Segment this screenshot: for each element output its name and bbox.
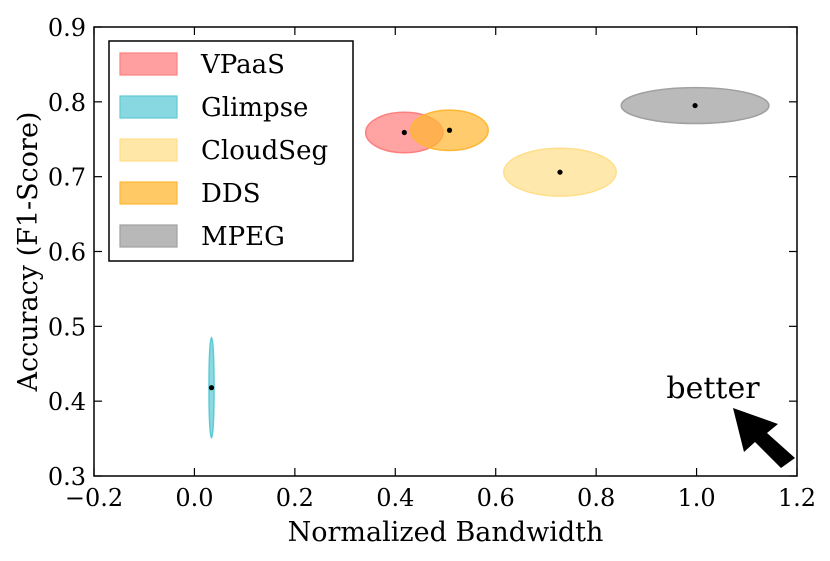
y-tick-label: 0.4 bbox=[48, 388, 86, 416]
legend: VPaaS Glimpse CloudSeg DDS MPEG bbox=[108, 40, 354, 262]
y-tick-label: 0.7 bbox=[48, 164, 86, 192]
point-vpaas bbox=[401, 129, 407, 136]
y-tick-label: 0.6 bbox=[48, 239, 86, 267]
x-tick-label: 0.2 bbox=[276, 484, 314, 512]
legend-swatch-glimpse bbox=[119, 95, 178, 119]
y-axis-label: Accuracy (F1-Score) bbox=[13, 112, 44, 393]
better-arrow-icon bbox=[733, 408, 795, 468]
x-tick-label: 1.2 bbox=[778, 484, 816, 512]
y-tick-label: 0.8 bbox=[48, 89, 86, 117]
y-tick-label: 0.5 bbox=[48, 313, 86, 341]
x-tick-label: 0.4 bbox=[376, 484, 414, 512]
x-tick-label: 0.6 bbox=[477, 484, 515, 512]
ticks-layer: −0.2 0.0 0.2 0.4 0.6 0.8 1.0 1.2 0.3 0.4 0.5 0.6 0.7… bbox=[48, 14, 816, 512]
x-axis-label: Normalized Bandwidth bbox=[288, 517, 604, 548]
legend-swatch-mpeg bbox=[119, 224, 178, 248]
y-tick-label: 0.3 bbox=[48, 463, 86, 491]
better-annotation: better bbox=[666, 371, 760, 406]
legend-label-mpeg: MPEG bbox=[201, 222, 285, 252]
x-tick-label: −0.2 bbox=[65, 484, 123, 512]
legend-label-vpaas: VPaaS bbox=[200, 50, 285, 80]
point-glimpse bbox=[208, 385, 215, 391]
x-tick-label: 0.8 bbox=[577, 484, 615, 512]
legend-swatch-cloudseg bbox=[119, 138, 178, 162]
point-dds bbox=[446, 127, 453, 133]
legend-swatch-dds bbox=[119, 181, 178, 205]
x-tick-label: 0.0 bbox=[175, 484, 213, 512]
point-mpeg bbox=[692, 102, 698, 109]
legend-label-cloudseg: CloudSeg bbox=[201, 136, 328, 166]
y-tick-label: 0.9 bbox=[48, 14, 86, 42]
legend-swatch-vpaas bbox=[119, 52, 178, 76]
legend-label-dds: DDS bbox=[201, 179, 261, 209]
point-cloudseg bbox=[557, 169, 563, 175]
x-tick-label: 1.0 bbox=[677, 484, 715, 512]
points-layer bbox=[208, 102, 698, 391]
legend-label-glimpse: Glimpse bbox=[201, 93, 308, 123]
